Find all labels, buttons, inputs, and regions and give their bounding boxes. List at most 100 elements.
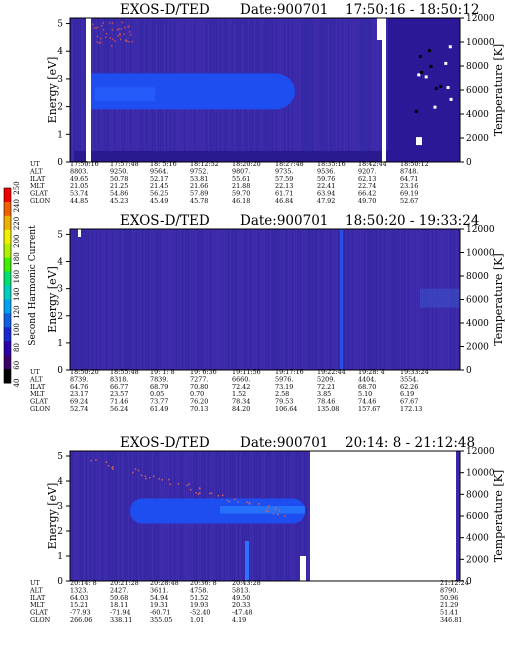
spectrogram-streak bbox=[82, 18, 83, 162]
spectrogram-streak bbox=[344, 229, 345, 370]
spectrogram-streak bbox=[350, 18, 351, 162]
spectrogram-streak bbox=[174, 229, 175, 370]
colorbar-segment bbox=[4, 271, 11, 286]
table-cell: 20:14: 8 bbox=[70, 579, 97, 587]
table-cell: 20:28:48 bbox=[150, 579, 179, 587]
table-cell: 66.77 bbox=[110, 383, 128, 391]
table-cell: 6.19 bbox=[400, 390, 414, 398]
y2-tick-label: 12000 bbox=[466, 14, 495, 24]
table-cell: 18:20:20 bbox=[232, 160, 261, 168]
table-cell: 4.19 bbox=[232, 616, 246, 624]
spectrogram-streak bbox=[258, 229, 259, 370]
spectrogram-streak bbox=[362, 229, 363, 370]
y-tick-label: 0 bbox=[57, 577, 63, 587]
table-row-label: GLON bbox=[30, 405, 51, 413]
spectrogram-streak bbox=[262, 229, 263, 370]
table-cell: 17:57:48 bbox=[110, 160, 139, 168]
data-gap-region bbox=[310, 451, 456, 581]
speckle bbox=[439, 84, 443, 88]
speckle bbox=[186, 484, 189, 487]
spectrogram-streak bbox=[400, 229, 401, 370]
spectrogram-streak bbox=[358, 229, 359, 370]
spectrogram-streak bbox=[98, 451, 99, 581]
spectrogram-streak bbox=[360, 229, 361, 370]
spectrogram-streak bbox=[332, 229, 333, 370]
table-row-label: GLAT bbox=[30, 398, 49, 406]
spectrogram-streak bbox=[288, 229, 289, 370]
table-cell: 47.92 bbox=[317, 197, 335, 205]
table-cell: 19.31 bbox=[150, 601, 168, 609]
spectrogram-streak bbox=[356, 18, 357, 162]
speckle bbox=[119, 34, 121, 36]
table-cell: 3.85 bbox=[317, 390, 331, 398]
table-cell: 62.26 bbox=[400, 383, 418, 391]
spectrogram-streak bbox=[164, 229, 165, 370]
table-cell: 0.70 bbox=[190, 390, 204, 398]
table-cell: 135.08 bbox=[317, 405, 339, 413]
table-cell: 72.21 bbox=[317, 383, 335, 391]
table-cell: 19: 6:36 bbox=[190, 368, 217, 376]
spike-line bbox=[340, 229, 343, 370]
spectrogram-streak bbox=[194, 229, 195, 370]
table-cell: 157.67 bbox=[358, 405, 380, 413]
spectrogram-streak bbox=[108, 451, 109, 581]
spectrogram-streak bbox=[396, 229, 397, 370]
spectrogram-streak bbox=[292, 229, 293, 370]
spectrogram-streak bbox=[184, 229, 185, 370]
ion-band-core bbox=[220, 506, 305, 514]
spectrogram-streak bbox=[334, 18, 335, 162]
spectrogram-streak bbox=[264, 229, 265, 370]
chart-date: Date:900701 bbox=[240, 213, 328, 229]
table-cell: 50.78 bbox=[110, 175, 128, 183]
chart-panel-2: EXOS-D/TED Date:900701 18:50:20 - 19:33:24… bbox=[29, 213, 505, 413]
spectrogram-streak bbox=[290, 229, 291, 370]
spectrogram-streak bbox=[360, 18, 361, 162]
spike-line bbox=[245, 541, 249, 581]
y-tick-label: 5 bbox=[57, 20, 63, 30]
speckle bbox=[130, 34, 132, 36]
table-cell: 21:12:24 bbox=[440, 579, 469, 587]
table-cell: -60.71 bbox=[150, 609, 170, 617]
speckle bbox=[128, 40, 130, 43]
spectrogram-streak bbox=[378, 229, 379, 370]
colorbar-segment bbox=[4, 201, 11, 217]
spectrogram-streak bbox=[326, 18, 327, 162]
table-cell: 67.67 bbox=[400, 398, 418, 406]
spectrogram-streak bbox=[222, 229, 223, 370]
chart-time-range: 17:50:16 - 18:50:12 bbox=[345, 2, 479, 18]
spectrogram-streak bbox=[196, 229, 197, 370]
colorbar-segment bbox=[4, 299, 11, 314]
spectrogram-streak bbox=[98, 229, 99, 370]
table-cell: 59.68 bbox=[110, 594, 128, 602]
speckle bbox=[228, 500, 231, 503]
table-cell: 5813. bbox=[232, 586, 250, 594]
table-cell: 46.18 bbox=[232, 197, 250, 205]
speckle bbox=[102, 29, 105, 31]
speckle bbox=[190, 488, 192, 491]
table-cell: 72.42 bbox=[232, 383, 250, 391]
spectrogram-streak bbox=[142, 229, 143, 370]
spectrogram-streak bbox=[124, 451, 125, 581]
speckle bbox=[217, 494, 220, 497]
speckle bbox=[274, 508, 277, 511]
spectrogram-streak bbox=[388, 229, 389, 370]
table-row-label: MLT bbox=[30, 182, 45, 190]
spectrogram-streak bbox=[268, 229, 269, 370]
colorbar-segment bbox=[4, 355, 11, 370]
speckle bbox=[268, 505, 270, 507]
speckle bbox=[418, 55, 422, 59]
spectrogram-streak bbox=[318, 229, 319, 370]
spectrogram-streak bbox=[302, 18, 303, 162]
spectrogram-streak bbox=[144, 229, 145, 370]
spectrogram-streak bbox=[256, 229, 257, 370]
spectrogram-streak bbox=[252, 229, 253, 370]
spectrogram-streak bbox=[170, 229, 171, 370]
data-gap bbox=[300, 556, 306, 581]
spectrogram-streak bbox=[312, 18, 313, 162]
spectrogram-streak bbox=[374, 18, 375, 162]
table-cell: 18:55:48 bbox=[110, 368, 139, 376]
speckle bbox=[221, 494, 224, 497]
table-cell: 61.71 bbox=[275, 190, 293, 198]
spectrogram-streak bbox=[296, 229, 297, 370]
spectrogram-streak bbox=[122, 229, 123, 370]
